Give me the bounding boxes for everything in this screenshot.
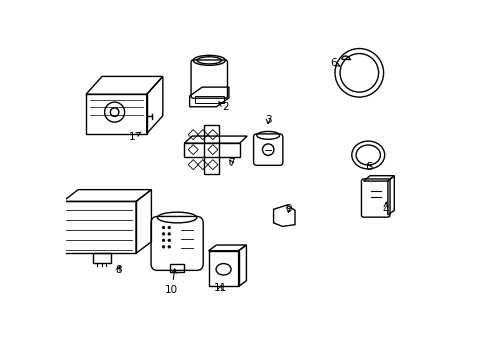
Text: 4: 4 — [383, 202, 390, 215]
Text: 3: 3 — [265, 115, 271, 125]
Circle shape — [168, 233, 171, 235]
Text: 9: 9 — [285, 204, 292, 214]
Circle shape — [168, 239, 171, 242]
Circle shape — [162, 226, 165, 229]
Circle shape — [162, 246, 165, 248]
Text: 8: 8 — [115, 265, 122, 275]
Circle shape — [162, 233, 165, 235]
Circle shape — [168, 246, 171, 248]
Text: 7: 7 — [228, 158, 235, 168]
Circle shape — [168, 226, 171, 229]
Text: 10: 10 — [165, 269, 178, 295]
Text: 5: 5 — [366, 162, 372, 172]
Text: 2: 2 — [219, 102, 229, 112]
Text: 11: 11 — [214, 283, 227, 293]
Circle shape — [162, 239, 165, 242]
Text: 6: 6 — [330, 58, 340, 68]
Text: 1: 1 — [129, 132, 141, 142]
